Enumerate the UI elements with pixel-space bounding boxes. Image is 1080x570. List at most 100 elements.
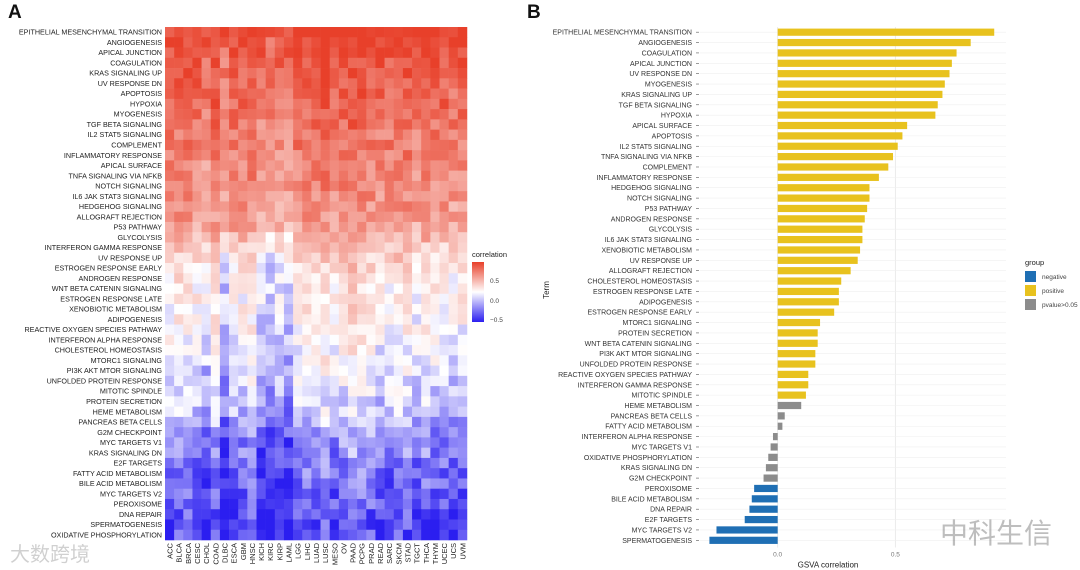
heatmap-cell <box>192 386 202 397</box>
heatmap-cell <box>320 221 330 233</box>
heatmap-cell <box>311 68 321 79</box>
heatmap-cell <box>192 437 202 448</box>
heatmap-cell <box>165 427 175 438</box>
heatmap-cell <box>375 232 385 243</box>
heatmap-cell <box>274 47 285 59</box>
heatmap-cell <box>247 345 257 356</box>
heatmap-cell <box>302 283 312 295</box>
heatmap-cell <box>293 478 303 489</box>
heatmap-cell <box>219 457 230 469</box>
heatmap-cell <box>457 68 468 79</box>
heatmap-cell <box>375 160 385 171</box>
heatmap-cell <box>329 262 340 274</box>
heatmap-cell <box>384 488 395 500</box>
heatmap-cell <box>192 273 202 284</box>
heatmap-cell <box>256 375 266 387</box>
heatmap-cell <box>238 201 248 212</box>
heatmap-cell <box>393 232 404 243</box>
heatmap-cell <box>219 47 230 59</box>
heatmap-cell <box>430 201 440 212</box>
heatmap-column-label: UVM <box>458 543 467 560</box>
heatmap-cell <box>283 406 294 418</box>
heatmap-cell <box>192 396 202 407</box>
heatmap-cell <box>448 396 459 407</box>
heatmap-cell <box>357 304 367 315</box>
heatmap-cell <box>448 119 459 130</box>
heatmap-cell <box>174 355 184 366</box>
heatmap-cell <box>393 129 404 141</box>
heatmap-cell <box>201 498 212 510</box>
heatmap-cell <box>329 396 340 407</box>
heatmap-cell <box>357 109 367 120</box>
bar-category-label: INTERFERON GAMMA RESPONSE <box>578 382 693 389</box>
heatmap-cell <box>402 345 413 356</box>
heatmap-cell <box>274 498 285 510</box>
heatmap-column-label: TGCT <box>413 543 422 564</box>
heatmap-cell <box>402 252 413 264</box>
heatmap-cell <box>201 365 212 377</box>
heatmap-cell <box>421 88 431 100</box>
heatmap-cell <box>293 242 303 254</box>
heatmap-cell <box>430 457 440 469</box>
heatmap-cell <box>256 170 266 182</box>
heatmap-column-label: STAD <box>403 542 412 562</box>
heatmap-cell <box>183 355 193 366</box>
heatmap-cell <box>247 334 257 346</box>
heatmap-cell <box>320 355 330 366</box>
heatmap-cell <box>448 283 459 295</box>
heatmap-cell <box>265 375 276 387</box>
heatmap-column-label: BRCA <box>184 543 193 564</box>
heatmap-cell <box>348 283 358 295</box>
heatmap-cell <box>393 293 404 305</box>
heatmap-cell <box>348 150 358 161</box>
heatmap-row-label: MITOTIC SPINDLE <box>100 387 162 396</box>
heatmap-cell <box>229 365 239 377</box>
heatmap-cell <box>192 160 202 171</box>
heatmap-cell <box>357 47 367 59</box>
heatmap-cell <box>192 283 202 295</box>
heatmap-cell <box>329 314 340 325</box>
heatmap-cell <box>165 324 175 336</box>
heatmap-cell <box>302 129 312 141</box>
heatmap-cell <box>210 191 221 202</box>
heatmap-cell <box>165 109 175 120</box>
heatmap-cell <box>238 262 248 274</box>
bar <box>770 443 778 451</box>
heatmap-cell <box>329 406 340 418</box>
heatmap-cell <box>448 262 459 274</box>
heatmap-cell <box>174 273 184 284</box>
heatmap-cell <box>457 386 468 397</box>
heatmap-cell <box>348 68 358 79</box>
bar <box>777 339 818 347</box>
bar-category-label: XENOBIOTIC METABOLISM <box>602 247 693 254</box>
bar <box>777 287 839 296</box>
heatmap-cell <box>412 191 422 202</box>
heatmap-cell <box>219 78 230 89</box>
heatmap-cell <box>393 68 404 79</box>
heatmap-cell <box>210 201 221 212</box>
heatmap-cell <box>421 519 431 531</box>
heatmap-cell <box>256 509 266 520</box>
heatmap-cell <box>238 221 248 233</box>
heatmap-cell <box>201 314 212 325</box>
heatmap-row-label: INFLAMMATORY RESPONSE <box>64 151 162 160</box>
heatmap-cell <box>412 262 422 274</box>
legend-tick-label: 0.5 <box>490 278 499 285</box>
heatmap-cell <box>165 293 175 305</box>
heatmap-cell <box>238 509 248 520</box>
heatmap-cell <box>302 468 312 479</box>
heatmap-cell <box>174 324 184 336</box>
heatmap-cell <box>457 98 468 110</box>
heatmap-cell <box>439 252 449 264</box>
heatmap-cell <box>366 221 376 233</box>
bar <box>754 484 778 493</box>
heatmap-cell <box>265 160 276 171</box>
heatmap-cell <box>183 406 193 418</box>
heatmap-cell <box>165 98 175 110</box>
heatmap-cell <box>375 78 385 89</box>
heatmap-cell <box>247 498 257 510</box>
heatmap-cell <box>256 498 266 510</box>
heatmap-cell <box>192 109 202 120</box>
bar <box>777 370 809 378</box>
heatmap-cell <box>201 262 212 274</box>
